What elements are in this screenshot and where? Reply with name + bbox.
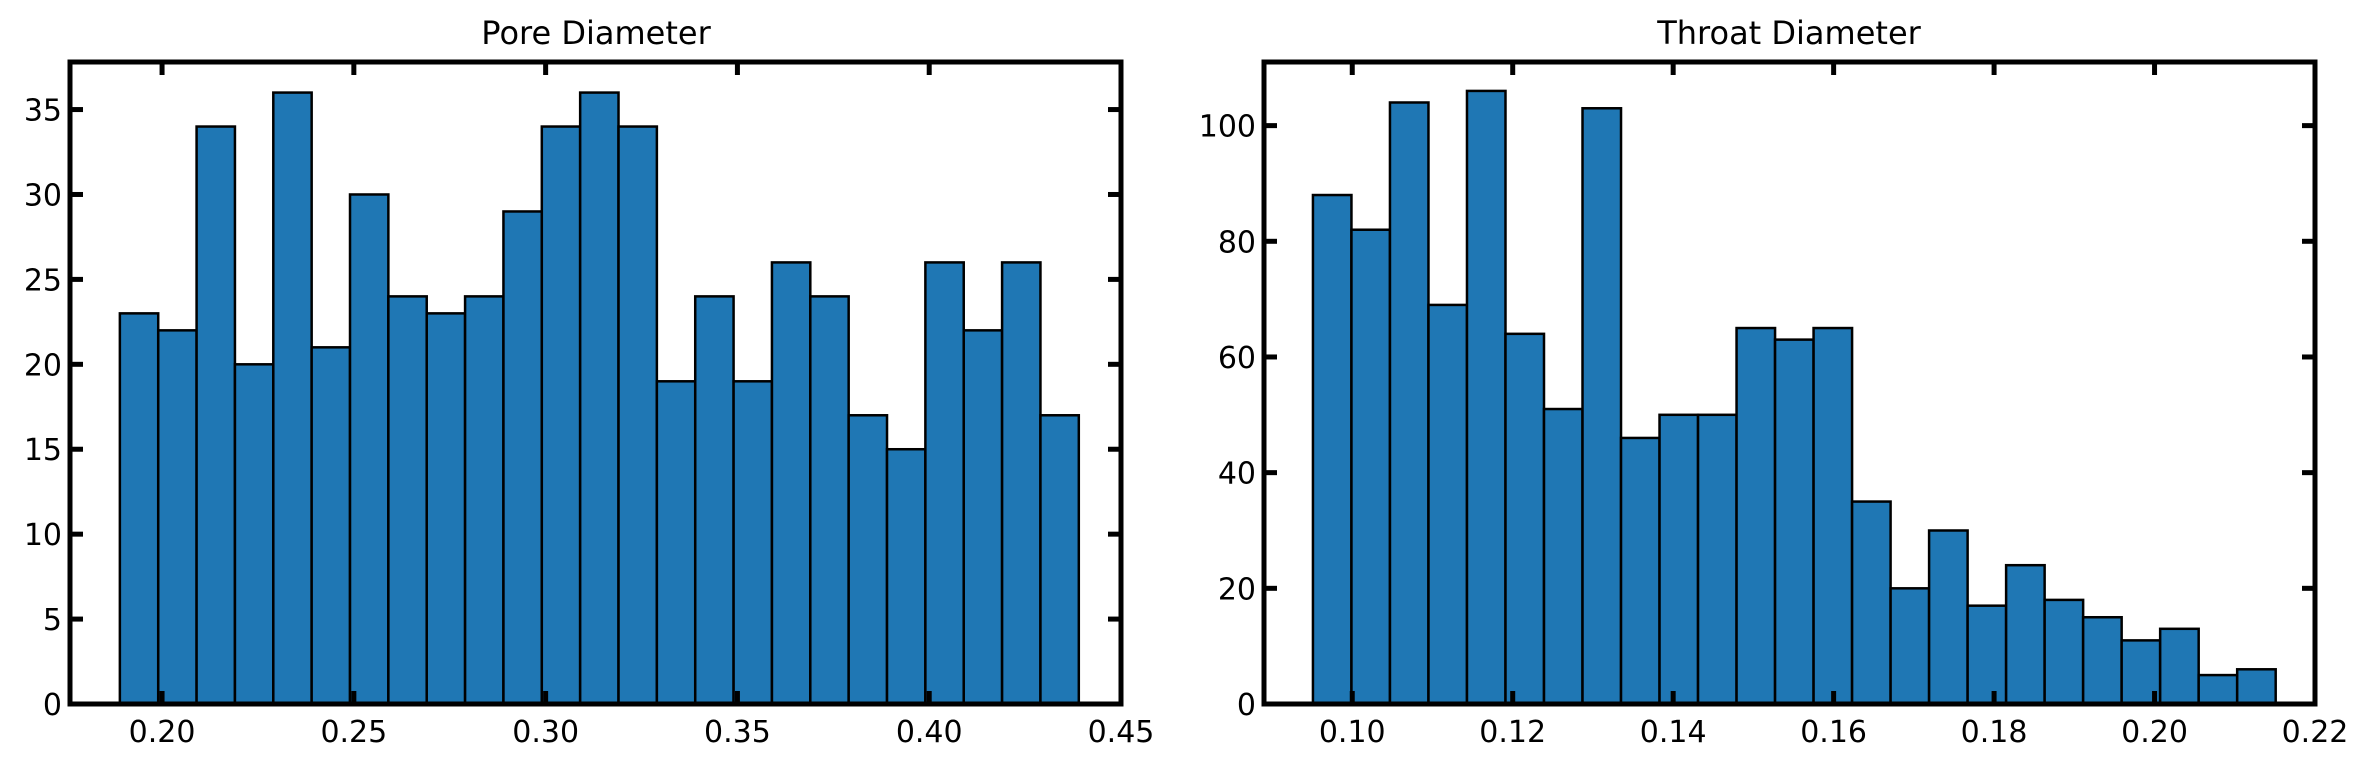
y-tick-label: 40 bbox=[1218, 457, 1256, 492]
chart-title: Throat Diameter bbox=[1656, 14, 1921, 52]
histogram-bar bbox=[1311, 193, 1353, 706]
y-tick-label: 0 bbox=[43, 688, 62, 723]
x-tick-label: 0.20 bbox=[129, 715, 196, 750]
histogram-bar bbox=[1039, 414, 1081, 706]
histogram-bar bbox=[1504, 332, 1546, 706]
histogram-bar bbox=[2197, 673, 2239, 706]
histogram-bar bbox=[617, 125, 659, 706]
histogram-bar bbox=[425, 312, 467, 706]
x-tick-label: 0.18 bbox=[1961, 715, 2028, 750]
x-tick-label: 0.10 bbox=[1319, 715, 1386, 750]
histogram-bar bbox=[463, 295, 505, 706]
pore-diameter-histogram: Pore Diameter 0.20 0.25 0.30 0.35 0.40 0.45 0 5… bbox=[24, 14, 1155, 750]
x-tick-label: 0.30 bbox=[512, 715, 579, 750]
histogram-bar bbox=[693, 295, 735, 706]
x-tick-label: 0.22 bbox=[2282, 715, 2349, 750]
x-tick-label: 0.20 bbox=[2121, 715, 2188, 750]
histogram-bar bbox=[1427, 303, 1469, 706]
histogram-bar bbox=[2043, 598, 2085, 706]
bars-group bbox=[1311, 89, 2277, 706]
histogram-bar bbox=[809, 295, 850, 706]
histogram-bar bbox=[1696, 413, 1738, 706]
plot-frame bbox=[1261, 59, 2318, 707]
histogram-bar bbox=[2004, 563, 2046, 706]
histogram-bar bbox=[2158, 627, 2200, 706]
chart-title: Pore Diameter bbox=[481, 14, 711, 52]
histogram-bar bbox=[1465, 89, 1507, 706]
x-tick-label: 0.12 bbox=[1479, 715, 1546, 750]
histogram-bar bbox=[1581, 107, 1623, 706]
histogram-bar bbox=[233, 363, 275, 706]
histogram-bar bbox=[195, 125, 237, 706]
throat-diameter-histogram: Throat Diameter 0.10 0.12 0.14 0.16 0.18 0.20… bbox=[1199, 14, 2349, 750]
histogram-bar bbox=[578, 91, 620, 706]
y-tick-label: 15 bbox=[24, 433, 62, 468]
histogram-bar bbox=[962, 329, 1004, 706]
histogram-bar bbox=[732, 380, 774, 706]
y-tick-label: 20 bbox=[24, 348, 62, 383]
y-tick-label: 60 bbox=[1218, 341, 1256, 376]
histogram-bar bbox=[655, 380, 697, 706]
ticks-group: 0.20 0.25 0.30 0.35 0.40 0.45 0 5 10 15 20 25 30 35 bbox=[24, 62, 1155, 750]
histogram-bar bbox=[1000, 261, 1042, 706]
histogram-bar bbox=[387, 295, 428, 706]
histogram-bar bbox=[1927, 529, 1969, 706]
histogram-bar bbox=[924, 261, 965, 706]
histogram-bar bbox=[1812, 326, 1854, 706]
histogram-bar bbox=[1735, 326, 1777, 706]
histogram-bar bbox=[540, 125, 582, 706]
x-tick-label: 0.25 bbox=[320, 715, 387, 750]
y-tick-label: 10 bbox=[24, 518, 62, 553]
histogram-bar bbox=[847, 414, 889, 706]
y-tick-label: 80 bbox=[1218, 225, 1256, 260]
histogram-bar bbox=[1966, 604, 2008, 706]
histogram-bar bbox=[1773, 338, 1815, 706]
histogram-bar bbox=[770, 261, 812, 706]
ticks-group: 0.10 0.12 0.14 0.16 0.18 0.20 0.22 0 20 40 60 80 100 bbox=[1199, 62, 2349, 750]
plot-frame bbox=[67, 59, 1124, 707]
x-tick-label: 0.35 bbox=[704, 715, 771, 750]
histogram-bar bbox=[118, 312, 160, 706]
y-tick-label: 20 bbox=[1218, 572, 1256, 607]
histogram-bar bbox=[502, 210, 544, 706]
x-tick-label: 0.45 bbox=[1088, 715, 1155, 750]
histogram-bar bbox=[885, 447, 927, 706]
histogram-bar bbox=[310, 346, 352, 706]
bars-group bbox=[118, 91, 1081, 706]
y-tick-label: 5 bbox=[43, 603, 62, 638]
histogram-bar bbox=[1388, 101, 1430, 706]
x-tick-label: 0.40 bbox=[896, 715, 963, 750]
y-tick-label: 0 bbox=[1237, 688, 1256, 723]
x-tick-label: 0.14 bbox=[1640, 715, 1707, 750]
histogram-bar bbox=[156, 329, 198, 706]
histogram-bar bbox=[272, 91, 313, 706]
y-tick-label: 30 bbox=[24, 178, 62, 213]
histogram-bar bbox=[1889, 587, 1931, 706]
histogram-bar bbox=[348, 193, 390, 706]
y-tick-label: 100 bbox=[1199, 110, 1256, 145]
histogram-bar bbox=[1850, 500, 1892, 706]
x-tick-label: 0.16 bbox=[1800, 715, 1867, 750]
histogram-bar bbox=[1350, 228, 1392, 706]
histogram-bar bbox=[2081, 615, 2123, 706]
histogram-bar bbox=[1619, 436, 1661, 706]
histogram-bar bbox=[1658, 413, 1700, 706]
y-tick-label: 25 bbox=[24, 263, 62, 298]
histogram-bar bbox=[2235, 668, 2277, 706]
y-tick-label: 35 bbox=[24, 94, 62, 129]
histogram-bar bbox=[1542, 407, 1584, 706]
